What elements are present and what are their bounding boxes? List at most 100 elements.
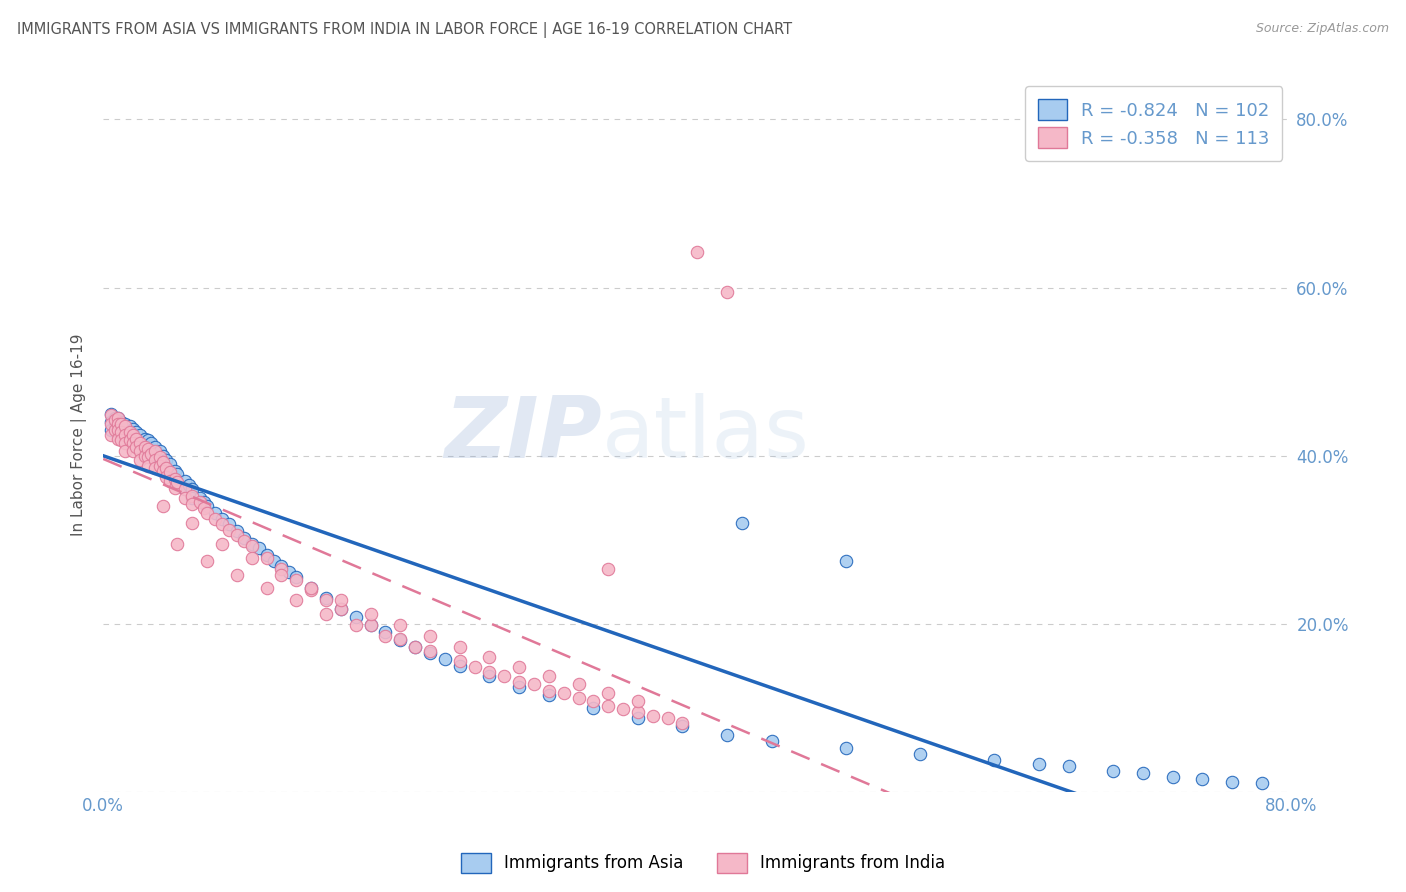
Point bbox=[315, 607, 337, 621]
Point bbox=[195, 553, 218, 567]
Point bbox=[627, 694, 650, 708]
Text: IMMIGRANTS FROM ASIA VS IMMIGRANTS FROM INDIA IN LABOR FORCE | AGE 16-19 CORRELA: IMMIGRANTS FROM ASIA VS IMMIGRANTS FROM … bbox=[17, 22, 792, 38]
Point bbox=[285, 570, 308, 584]
Point bbox=[100, 409, 122, 423]
Point bbox=[143, 452, 166, 467]
Point bbox=[404, 640, 426, 655]
Point bbox=[686, 245, 709, 260]
Point bbox=[114, 444, 136, 458]
Point bbox=[657, 711, 679, 725]
Point bbox=[716, 727, 738, 741]
Point bbox=[181, 482, 204, 496]
Point bbox=[188, 495, 211, 509]
Point bbox=[149, 458, 172, 473]
Text: atlas: atlas bbox=[602, 393, 810, 476]
Y-axis label: In Labor Force | Age 16-19: In Labor Force | Age 16-19 bbox=[72, 334, 87, 536]
Point bbox=[129, 442, 152, 456]
Point bbox=[329, 593, 352, 607]
Point bbox=[174, 482, 197, 496]
Point bbox=[129, 436, 152, 450]
Point bbox=[1191, 772, 1213, 786]
Point bbox=[110, 427, 132, 442]
Point bbox=[598, 698, 620, 713]
Point bbox=[166, 537, 188, 551]
Point bbox=[716, 285, 738, 299]
Point bbox=[1161, 770, 1184, 784]
Point bbox=[263, 553, 285, 567]
Point bbox=[114, 427, 136, 442]
Point bbox=[464, 660, 486, 674]
Point bbox=[360, 618, 382, 632]
Point bbox=[174, 491, 197, 505]
Point bbox=[107, 417, 129, 431]
Point bbox=[122, 422, 145, 436]
Point bbox=[567, 690, 589, 705]
Point bbox=[139, 444, 162, 458]
Point bbox=[360, 607, 382, 621]
Point bbox=[163, 472, 186, 486]
Point bbox=[149, 452, 172, 467]
Point bbox=[163, 481, 186, 495]
Point bbox=[598, 562, 620, 576]
Point bbox=[537, 684, 560, 698]
Point bbox=[181, 491, 204, 505]
Point bbox=[129, 427, 152, 442]
Point bbox=[125, 440, 148, 454]
Point bbox=[107, 423, 129, 437]
Point bbox=[1132, 766, 1154, 780]
Point bbox=[107, 427, 129, 442]
Point bbox=[125, 432, 148, 446]
Point bbox=[118, 425, 141, 439]
Point bbox=[139, 447, 162, 461]
Point bbox=[110, 415, 132, 429]
Point bbox=[627, 711, 650, 725]
Point bbox=[256, 551, 278, 566]
Point bbox=[344, 618, 367, 632]
Point bbox=[195, 506, 218, 520]
Point bbox=[731, 516, 754, 530]
Point bbox=[671, 719, 693, 733]
Point bbox=[494, 669, 516, 683]
Point bbox=[285, 573, 308, 587]
Point bbox=[114, 422, 136, 436]
Point bbox=[582, 694, 605, 708]
Point bbox=[134, 449, 156, 463]
Point bbox=[1028, 756, 1050, 771]
Point bbox=[374, 629, 396, 643]
Point bbox=[195, 499, 218, 513]
Point bbox=[114, 417, 136, 431]
Point bbox=[122, 427, 145, 442]
Point bbox=[329, 601, 352, 615]
Point bbox=[136, 440, 159, 454]
Point bbox=[449, 640, 471, 655]
Point bbox=[155, 469, 177, 483]
Point bbox=[114, 434, 136, 448]
Point bbox=[188, 491, 211, 505]
Point bbox=[537, 669, 560, 683]
Point bbox=[125, 432, 148, 446]
Point bbox=[225, 568, 247, 582]
Point bbox=[118, 419, 141, 434]
Point bbox=[389, 633, 412, 648]
Point bbox=[143, 440, 166, 454]
Text: ZIP: ZIP bbox=[444, 393, 602, 476]
Point bbox=[419, 643, 441, 657]
Point bbox=[277, 565, 299, 579]
Point bbox=[159, 474, 181, 488]
Point bbox=[508, 680, 530, 694]
Point bbox=[419, 629, 441, 643]
Point bbox=[122, 436, 145, 450]
Point bbox=[211, 517, 233, 532]
Point bbox=[129, 452, 152, 467]
Point bbox=[240, 551, 263, 566]
Point bbox=[155, 452, 177, 467]
Point bbox=[100, 423, 122, 437]
Point bbox=[835, 553, 858, 567]
Point bbox=[125, 425, 148, 439]
Point bbox=[315, 593, 337, 607]
Point bbox=[110, 425, 132, 439]
Point bbox=[118, 432, 141, 446]
Text: Source: ZipAtlas.com: Source: ZipAtlas.com bbox=[1256, 22, 1389, 36]
Point bbox=[612, 702, 634, 716]
Point bbox=[104, 419, 127, 434]
